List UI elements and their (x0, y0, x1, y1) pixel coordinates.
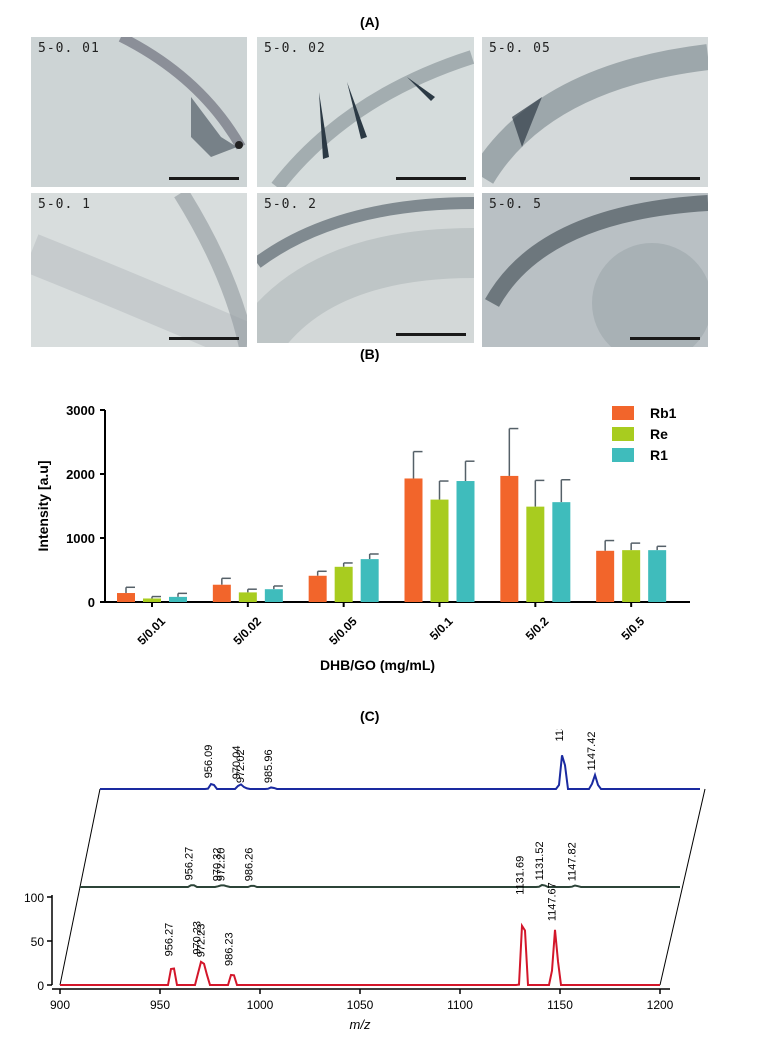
legend-label-rb1: Rb1 (650, 405, 677, 421)
y-tick-label: 0 (37, 979, 44, 993)
y-tick-label: 50 (31, 935, 45, 949)
legend-swatch-re (612, 427, 634, 441)
x-tick-label: 1000 (247, 998, 274, 1012)
y-axis-label: Intensity [a.u] (35, 460, 51, 551)
x-tick-label: 950 (150, 998, 170, 1012)
x-tick-label: 1200 (647, 998, 674, 1012)
y-tick-label: 100 (24, 891, 44, 905)
peak-label: 986.26 (244, 848, 256, 882)
peak-label: 972.23 (195, 924, 207, 958)
y-tick-label: 3000 (66, 403, 95, 418)
bar-r1 (169, 596, 187, 602)
peak-label: 1147.42 (586, 732, 598, 771)
peak-label: 1147.82 (567, 842, 579, 881)
micrograph-5-0-01: 5-0. 01 (31, 37, 247, 187)
micrograph-5-0-2: 5-0. 2 (257, 193, 474, 343)
bar-r1 (360, 559, 379, 602)
peak-label: 970.04 (231, 746, 243, 780)
bar-r1 (456, 481, 475, 602)
bar-r1 (264, 589, 283, 602)
micrograph-label: 5-0. 5 (489, 197, 542, 212)
legend-swatch-r1 (612, 448, 634, 462)
scale-bar (630, 337, 700, 340)
peak-label: 956.27 (184, 847, 196, 881)
x-axis-label: m/z (350, 1017, 371, 1032)
bar-re (334, 566, 353, 602)
x-tick-label: 5/0.2 (523, 614, 552, 643)
panel-a-label: (A) (360, 14, 380, 30)
scale-bar (169, 177, 239, 180)
crystal-texture (271, 50, 474, 187)
bar-re (238, 592, 257, 602)
micrograph-label: 5-0. 1 (38, 197, 91, 212)
micrograph-5-0-1: 5-0. 1 (31, 193, 247, 347)
peak-label: 956.09 (203, 745, 215, 779)
x-axis-label: DHB/GO (mg/mL) (320, 657, 435, 673)
peak-label: 972.02 (235, 749, 247, 783)
legend-label-re: Re (650, 426, 668, 442)
bar-rb1 (404, 478, 423, 602)
bar-rb1 (308, 575, 327, 602)
peak-label: 956.27 (164, 923, 176, 957)
scale-bar (169, 337, 239, 340)
x-tick-label: 5/0.02 (230, 614, 264, 648)
bar-r1 (648, 550, 667, 602)
bar-re (143, 598, 161, 602)
y-tick-label: 1000 (66, 531, 95, 546)
panel-b-label: (B) (360, 346, 380, 362)
legend-swatch-rb1 (612, 406, 634, 420)
x-tick-label: 5/0.05 (326, 614, 360, 648)
crystal-texture (485, 195, 708, 347)
bar-re (526, 506, 545, 602)
peak-label: 986.23 (223, 932, 235, 966)
bar-re (622, 550, 641, 602)
x-tick-label: 5/0.5 (619, 614, 648, 643)
micrograph-5-0-5: 5-0. 5 (482, 193, 708, 347)
perspective-line-right (659, 788, 706, 986)
peak-label: 1131.69 (514, 856, 526, 895)
crystal-texture (118, 37, 246, 157)
bar-rb1 (500, 475, 519, 602)
x-tick-label: 1150 (547, 998, 573, 1012)
mass-spectra: 0 50 100 900 950 1000 1050 1100 1150 1200 m/z 956.0… (24, 729, 706, 1032)
peak-label: 1131.50 (554, 729, 566, 741)
spectrum-trace (80, 883, 680, 888)
peak-label: 972.20 (215, 848, 227, 882)
micrograph-label: 5-0. 05 (489, 41, 551, 56)
x-tick-label: 1050 (347, 998, 374, 1012)
bar-re (430, 499, 449, 602)
crystal-texture (31, 193, 247, 347)
peak-label: 970.32 (212, 848, 224, 882)
spectrum-trace (60, 922, 660, 986)
panel-c-label: (C) (360, 708, 380, 724)
peak-label: 985.96 (263, 749, 275, 783)
micrograph-label: 5-0. 01 (38, 41, 100, 56)
micrograph-label: 5-0. 02 (264, 41, 326, 56)
x-tick-label: 1100 (447, 998, 473, 1012)
scale-bar (396, 177, 466, 180)
y-tick-label: 2000 (66, 467, 95, 482)
x-tick-label: 5/0.1 (427, 614, 456, 643)
peak-label: 1147.67 (546, 882, 558, 921)
spectrum-trace (100, 755, 700, 790)
scale-bar (630, 177, 700, 180)
y-tick-label: 0 (88, 595, 95, 610)
scale-bar (396, 333, 466, 336)
peak-label: 1131.52 (534, 841, 546, 880)
bar-rb1 (212, 584, 231, 602)
micrograph-label: 5-0. 2 (264, 197, 317, 212)
bar-chart: 0 1000 2000 3000 Intensity [a.u] 5/0.01 5/0.02… (35, 403, 690, 673)
legend-label-r1: R1 (650, 447, 668, 463)
bar-rb1 (117, 593, 135, 602)
bar-rb1 (596, 550, 615, 602)
x-tick-label: 5/0.01 (135, 614, 169, 648)
crystal-texture (257, 197, 474, 343)
micrograph-5-0-05: 5-0. 05 (482, 37, 708, 187)
micrograph-5-0-02: 5-0. 02 (257, 37, 474, 187)
peak-label: 970.23 (191, 921, 203, 955)
x-tick-label: 900 (50, 998, 70, 1012)
bar-r1 (552, 502, 571, 602)
crystal-texture (482, 44, 708, 184)
